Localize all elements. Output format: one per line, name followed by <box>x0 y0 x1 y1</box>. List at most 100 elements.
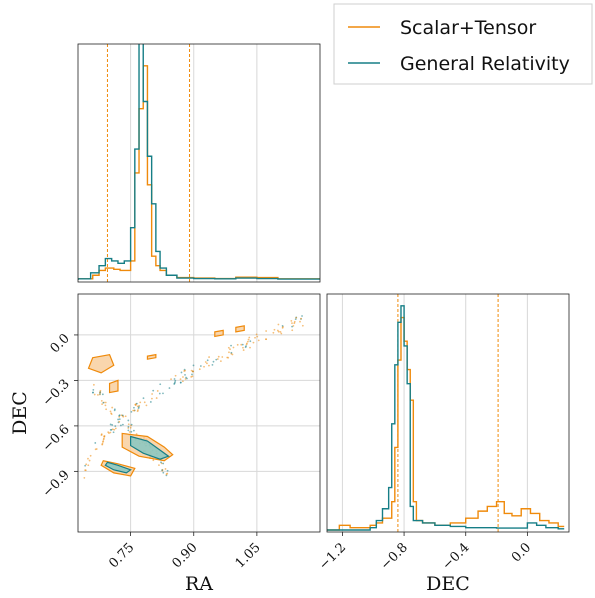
scatter-point <box>83 477 86 479</box>
scalar-tensor-contour <box>87 353 115 374</box>
scatter-point <box>247 338 250 341</box>
scatter-point <box>104 404 107 407</box>
ra-axis-label: RA <box>185 573 213 595</box>
scatter-point <box>215 358 218 361</box>
scatter-point <box>212 360 215 363</box>
scatter-point <box>118 418 121 421</box>
scatter-point <box>135 402 138 405</box>
scatter-point <box>89 454 92 457</box>
scatter-point <box>103 435 106 437</box>
ra-tick-label: 0.75 <box>106 540 137 571</box>
scatter-point <box>185 376 187 379</box>
scatter-point <box>87 457 89 460</box>
scatter-point <box>114 425 117 428</box>
scatter-point <box>152 389 155 392</box>
dec-hist-general-relativity-line <box>327 305 565 531</box>
dec-tick-label: −0.9 <box>40 468 73 501</box>
scatter-point <box>230 344 232 347</box>
scatter-point <box>216 358 219 360</box>
dec-tick-label: −0.3 <box>40 377 73 410</box>
scalar-tensor-contour <box>214 329 224 338</box>
scatter-point <box>127 423 130 426</box>
scatter-point <box>128 431 131 433</box>
scatter-point <box>88 459 91 462</box>
scatter-point <box>166 469 169 472</box>
scatter-point <box>122 415 125 418</box>
dec-hist-frame <box>326 293 570 533</box>
scatter-point <box>236 343 239 346</box>
scatter-point <box>159 383 162 386</box>
scatter-point <box>111 406 114 409</box>
scatter-point <box>119 424 122 427</box>
scatter-point <box>92 388 95 391</box>
scatter-point <box>109 410 112 413</box>
scatter-point <box>227 346 230 349</box>
scatter-point <box>184 373 186 376</box>
scatter-point <box>85 463 88 466</box>
dec-axis-label: DEC <box>9 391 31 435</box>
scatter-point <box>300 317 302 320</box>
scatter-point <box>112 431 115 434</box>
scatter-point <box>113 428 116 431</box>
dec-hist-tick-label: −1.2 <box>316 540 349 573</box>
scatter-point <box>248 336 251 339</box>
scatter-point <box>102 437 105 440</box>
scatter-point <box>277 330 280 333</box>
dec-hist-grid <box>341 294 528 532</box>
scatter-point <box>149 401 152 403</box>
scatter-point <box>229 348 231 351</box>
scatter-point <box>104 401 107 404</box>
scatter-point <box>84 464 87 467</box>
dec-x-axis-label: DEC <box>426 573 470 595</box>
scatter-point <box>99 389 102 392</box>
scatter-point <box>164 468 167 470</box>
scatter-point <box>130 410 133 413</box>
ra-dec-frame <box>77 293 321 533</box>
scatter-point <box>127 425 130 428</box>
scatter-point <box>182 376 184 378</box>
dec-tick-label: 0.0 <box>48 331 73 356</box>
scatter-point <box>291 329 294 332</box>
scatter-point <box>179 378 182 381</box>
scatter-point <box>143 401 146 404</box>
scatter-point <box>249 340 252 343</box>
scatter-point <box>292 324 295 327</box>
scatter-point <box>226 356 229 359</box>
scatter-point <box>293 320 296 323</box>
legend-general-relativity-label: General Relativity <box>400 53 570 75</box>
scatter-point <box>137 409 139 411</box>
scatter-point <box>158 464 160 467</box>
scatter-point <box>92 383 95 386</box>
scatter-point <box>232 346 235 349</box>
scatter-point <box>256 335 259 338</box>
scatter-point <box>265 330 268 332</box>
scatter-point <box>295 316 298 319</box>
scatter-point <box>152 459 155 462</box>
scatter-point <box>142 397 145 400</box>
scatter-point <box>231 353 234 356</box>
scatter-point <box>110 413 113 416</box>
scatter-point <box>299 320 301 323</box>
scatter-point <box>95 448 98 450</box>
scatter-point <box>155 397 158 399</box>
scatter-point <box>221 356 224 358</box>
scatter-point <box>165 473 168 476</box>
legend-box <box>333 3 593 85</box>
ra-histogram-panel <box>77 43 321 283</box>
scatter-point <box>203 365 205 368</box>
scatter-point <box>180 371 183 374</box>
scatter-point <box>245 345 247 348</box>
scatter-point <box>102 440 105 443</box>
scatter-point <box>208 364 210 367</box>
scatter-point <box>174 379 177 382</box>
ra-hist-general-relativity-line <box>78 44 320 280</box>
scatter-point <box>118 415 121 418</box>
scatter-point <box>291 322 293 325</box>
scatter-point <box>133 406 135 409</box>
scatter-point <box>102 401 105 404</box>
scatter-point <box>192 364 195 367</box>
scatter-point <box>204 361 207 363</box>
scatter-point <box>252 341 255 344</box>
dec-hist-tick-label: −0.4 <box>440 540 473 573</box>
scatter-point <box>101 403 103 405</box>
